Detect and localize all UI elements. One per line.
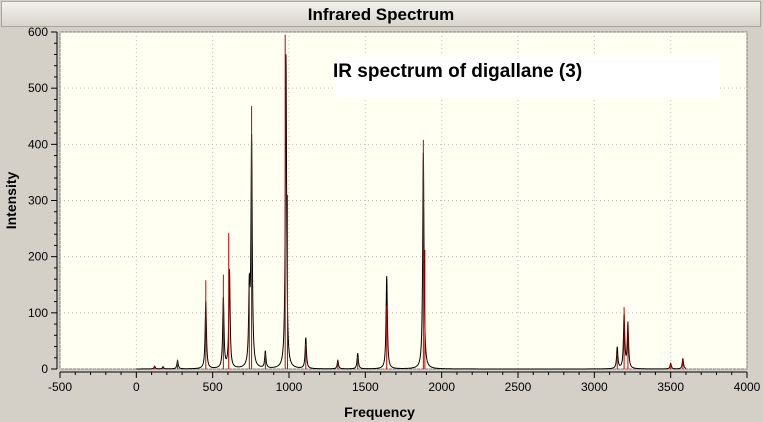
x-tick-label: 4000 bbox=[734, 380, 761, 394]
chart-title: Infrared Spectrum bbox=[307, 5, 455, 24]
x-tick-label: 3500 bbox=[657, 380, 684, 394]
y-tick-label: 200 bbox=[28, 250, 48, 264]
x-tick-label: 2000 bbox=[428, 380, 455, 394]
y-tick-label: 0 bbox=[41, 362, 48, 376]
y-tick-label: 400 bbox=[28, 137, 48, 151]
title-bar: Infrared Spectrum bbox=[1, 1, 761, 27]
x-tick-label: 1500 bbox=[352, 380, 379, 394]
x-tick-label: -500 bbox=[48, 380, 72, 394]
x-tick-label: 3000 bbox=[581, 380, 608, 394]
x-tick-label: 2500 bbox=[505, 380, 532, 394]
spectrum-curve bbox=[136, 54, 687, 370]
y-tick-label: 300 bbox=[28, 194, 48, 208]
x-tick-label: 500 bbox=[203, 380, 223, 394]
annotation-box bbox=[336, 55, 720, 98]
x-axis-title: Frequency bbox=[344, 404, 415, 420]
chart-annotation: IR spectrum of digallane (3) bbox=[333, 61, 582, 82]
y-tick-label: 100 bbox=[28, 306, 48, 320]
x-tick-label: 1000 bbox=[276, 380, 303, 394]
y-axis-title: Intensity bbox=[3, 172, 19, 230]
x-tick-label: 0 bbox=[133, 380, 140, 394]
y-tick-label: 600 bbox=[28, 25, 48, 39]
y-tick-label: 500 bbox=[28, 81, 48, 95]
